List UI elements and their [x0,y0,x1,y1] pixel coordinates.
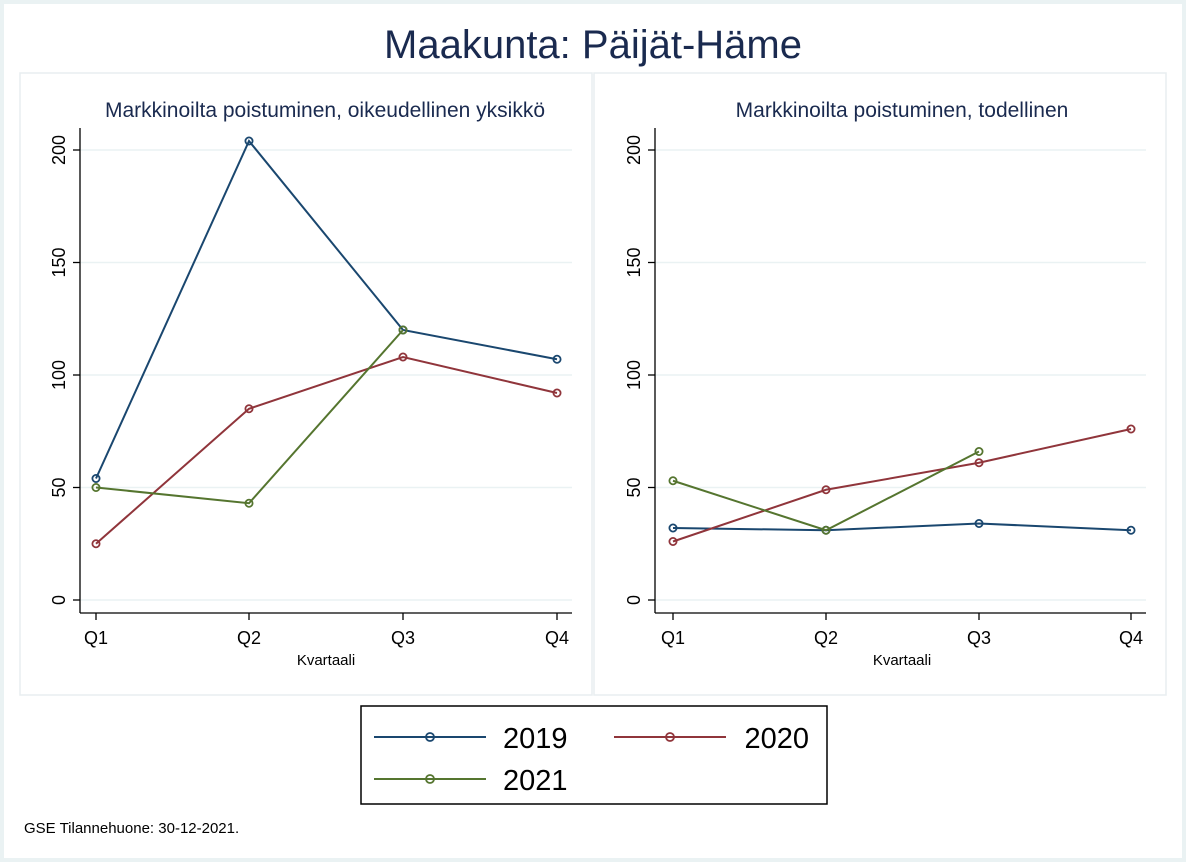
legend-box [360,705,828,805]
data-point-2019 [91,473,101,483]
legend-marker-2019 [425,732,435,742]
x-tick-label: Q4 [545,628,569,648]
x-tick-label: Q3 [391,628,415,648]
legend-label-2020: 2020 [744,723,809,755]
x-tick-label: Q2 [814,628,838,648]
y-tick-label: 100 [49,360,69,390]
legend-marker-2020 [665,732,675,742]
panel-2-frame [593,72,1167,696]
y-tick-label: 150 [49,247,69,277]
y-tick-label: 0 [624,595,644,605]
series-line-2019 [95,139,558,479]
data-point-2020 [398,352,408,362]
data-point-2020 [1126,424,1136,434]
data-point-2021 [244,498,254,508]
data-point-2021 [398,325,408,335]
data-point-2019 [974,519,984,529]
y-tick-label: 0 [49,595,69,605]
series-line-2021 [672,450,980,532]
y-tick-label: 150 [624,247,644,277]
data-point-2021 [821,525,831,535]
data-point-2020 [668,537,678,547]
panel-2-x-axis-label: Kvartaali [873,652,931,669]
x-tick-label: Q3 [967,628,991,648]
chart-panel-1: Markkinoilta poistuminen, oikeudellinen … [49,99,572,669]
legend-label-2021: 2021 [503,765,568,797]
data-point-2019 [668,523,678,533]
data-point-2021 [974,446,984,456]
x-tick-label: Q1 [84,628,108,648]
panel-1-frame [19,72,593,696]
panel-2-title: Markkinoilta poistuminen, todellinen [736,99,1069,122]
data-point-2020 [552,388,562,398]
x-tick-label: Q2 [237,628,261,648]
source-note: GSE Tilannehuone: 30-12-2021. [24,820,239,837]
figure-title: Maakunta: Päijät-Häme [384,23,802,67]
data-point-2021 [91,482,101,492]
panel-1-x-axis-label: Kvartaali [297,652,355,669]
y-tick-label: 50 [49,477,69,497]
data-point-2020 [974,458,984,468]
x-tick-label: Q4 [1119,628,1143,648]
series-line-2021 [95,329,404,505]
data-point-2021 [668,476,678,486]
data-point-2020 [244,404,254,414]
y-tick-label: 200 [49,135,69,165]
legend: 2019 2020 2021 [360,705,828,805]
data-point-2020 [91,539,101,549]
y-tick-label: 100 [624,360,644,390]
series-line-2020 [672,428,1132,543]
series-line-2019 [672,522,1132,532]
y-tick-label: 200 [624,135,644,165]
x-tick-label: Q1 [661,628,685,648]
data-point-2020 [821,485,831,495]
series-line-2020 [95,355,558,545]
legend-label-2019: 2019 [503,723,568,755]
legend-marker-2021 [425,774,435,784]
y-tick-label: 50 [624,477,644,497]
panel-1-title: Markkinoilta poistuminen, oikeudellinen … [105,99,545,122]
data-point-2019 [1126,525,1136,535]
data-point-2019 [552,354,562,364]
data-point-2019 [244,136,254,146]
chart-panel-2: Markkinoilta poistuminen, todellinen 0 50… [624,99,1146,669]
